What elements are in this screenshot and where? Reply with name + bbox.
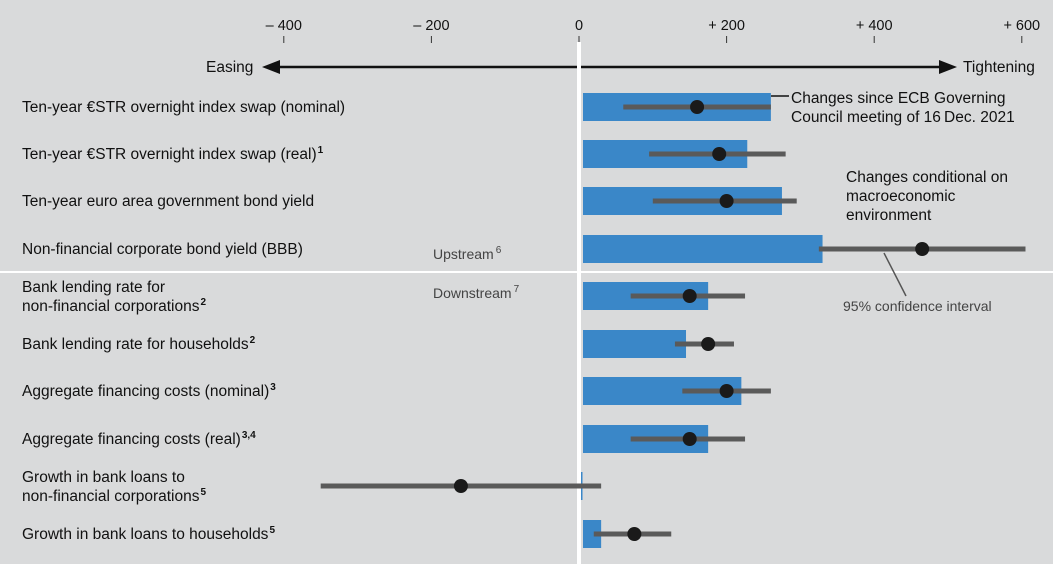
bar-legend-line-1: Changes since ECB Governing <box>791 90 1006 107</box>
row-label: Aggregate financing costs (nominal)3 <box>22 382 276 400</box>
bar <box>583 330 687 358</box>
tick-label: – 200 <box>413 18 449 34</box>
point-legend-line-3: environment <box>846 207 932 224</box>
row-label: Growth in bank loans to <box>22 469 185 486</box>
point-estimate <box>682 432 697 446</box>
upstream-label: Upstream 6 <box>433 245 502 262</box>
row-label-line-2: non-financial corporations2 <box>22 297 207 315</box>
point-legend-line-1: Changes conditional on <box>846 169 1008 186</box>
direction-arrow: Easing Tightening <box>206 59 1035 76</box>
ci-legend-pointer <box>883 252 907 297</box>
point-estimate <box>682 289 697 303</box>
row-label: Bank lending rate for households2 <box>22 335 256 353</box>
row-label: Ten-year euro area government bond yield <box>22 193 314 210</box>
tick-label: 0 <box>575 18 583 34</box>
tick-label: – 400 <box>266 18 302 34</box>
row-label: Bank lending rate for <box>22 279 165 296</box>
easing-label: Easing <box>206 59 253 76</box>
arrow-head-right <box>939 60 957 74</box>
zero-line <box>577 42 581 564</box>
row: Growth in bank loans to households5 <box>22 520 672 548</box>
point-estimate <box>453 479 468 493</box>
downstream-label: Downstream 7 <box>433 284 520 301</box>
point-estimate <box>627 527 642 541</box>
bar-legend-line-2: Council meeting of 16 Dec. 2021 <box>791 109 1015 126</box>
point-legend-line-2: macroeconomic <box>846 188 956 205</box>
row: Ten-year euro area government bond yield <box>22 187 797 215</box>
ci-legend: 95% confidence interval <box>843 298 992 314</box>
point-estimate <box>712 147 727 161</box>
row: Aggregate financing costs (real)3,4 <box>22 425 746 453</box>
point-estimate <box>719 194 734 208</box>
tick-labels: – 400 – 200 0 + 200 + 400 + 600 <box>266 18 1040 43</box>
row-label: Aggregate financing costs (real)3,4 <box>22 430 256 448</box>
point-estimate <box>701 337 716 351</box>
row: Ten-year €STR overnight index swap (nomi… <box>22 93 771 121</box>
row: Aggregate financing costs (nominal)3 <box>22 377 771 405</box>
row-label-line-2: non-financial corporations5 <box>22 487 207 505</box>
row-label: Ten-year €STR overnight index swap (real… <box>22 145 324 163</box>
arrow-head-left <box>262 60 280 74</box>
row-label: Ten-year €STR overnight index swap (nomi… <box>22 99 345 116</box>
point-estimate <box>915 242 930 256</box>
point-estimate <box>690 100 705 114</box>
data-rows: Ten-year €STR overnight index swap (nomi… <box>22 93 1026 548</box>
row-label: Non-financial corporate bond yield (BBB) <box>22 241 303 258</box>
row: Ten-year €STR overnight index swap (real… <box>22 140 786 168</box>
tick-label: + 200 <box>708 18 745 34</box>
tick-label: + 400 <box>856 18 893 34</box>
row-label: Growth in bank loans to households5 <box>22 525 275 543</box>
row: Non-financial corporate bond yield (BBB) <box>22 235 1026 263</box>
row: Bank lending rate for households2 <box>22 330 734 358</box>
bar <box>583 520 602 548</box>
grid-lines <box>0 42 1053 564</box>
annotations: Changes since ECB Governing Council meet… <box>433 90 1015 314</box>
point-estimate <box>719 384 734 398</box>
tightening-label: Tightening <box>963 59 1035 76</box>
tick-label: + 600 <box>1003 18 1040 34</box>
bar <box>583 235 823 263</box>
